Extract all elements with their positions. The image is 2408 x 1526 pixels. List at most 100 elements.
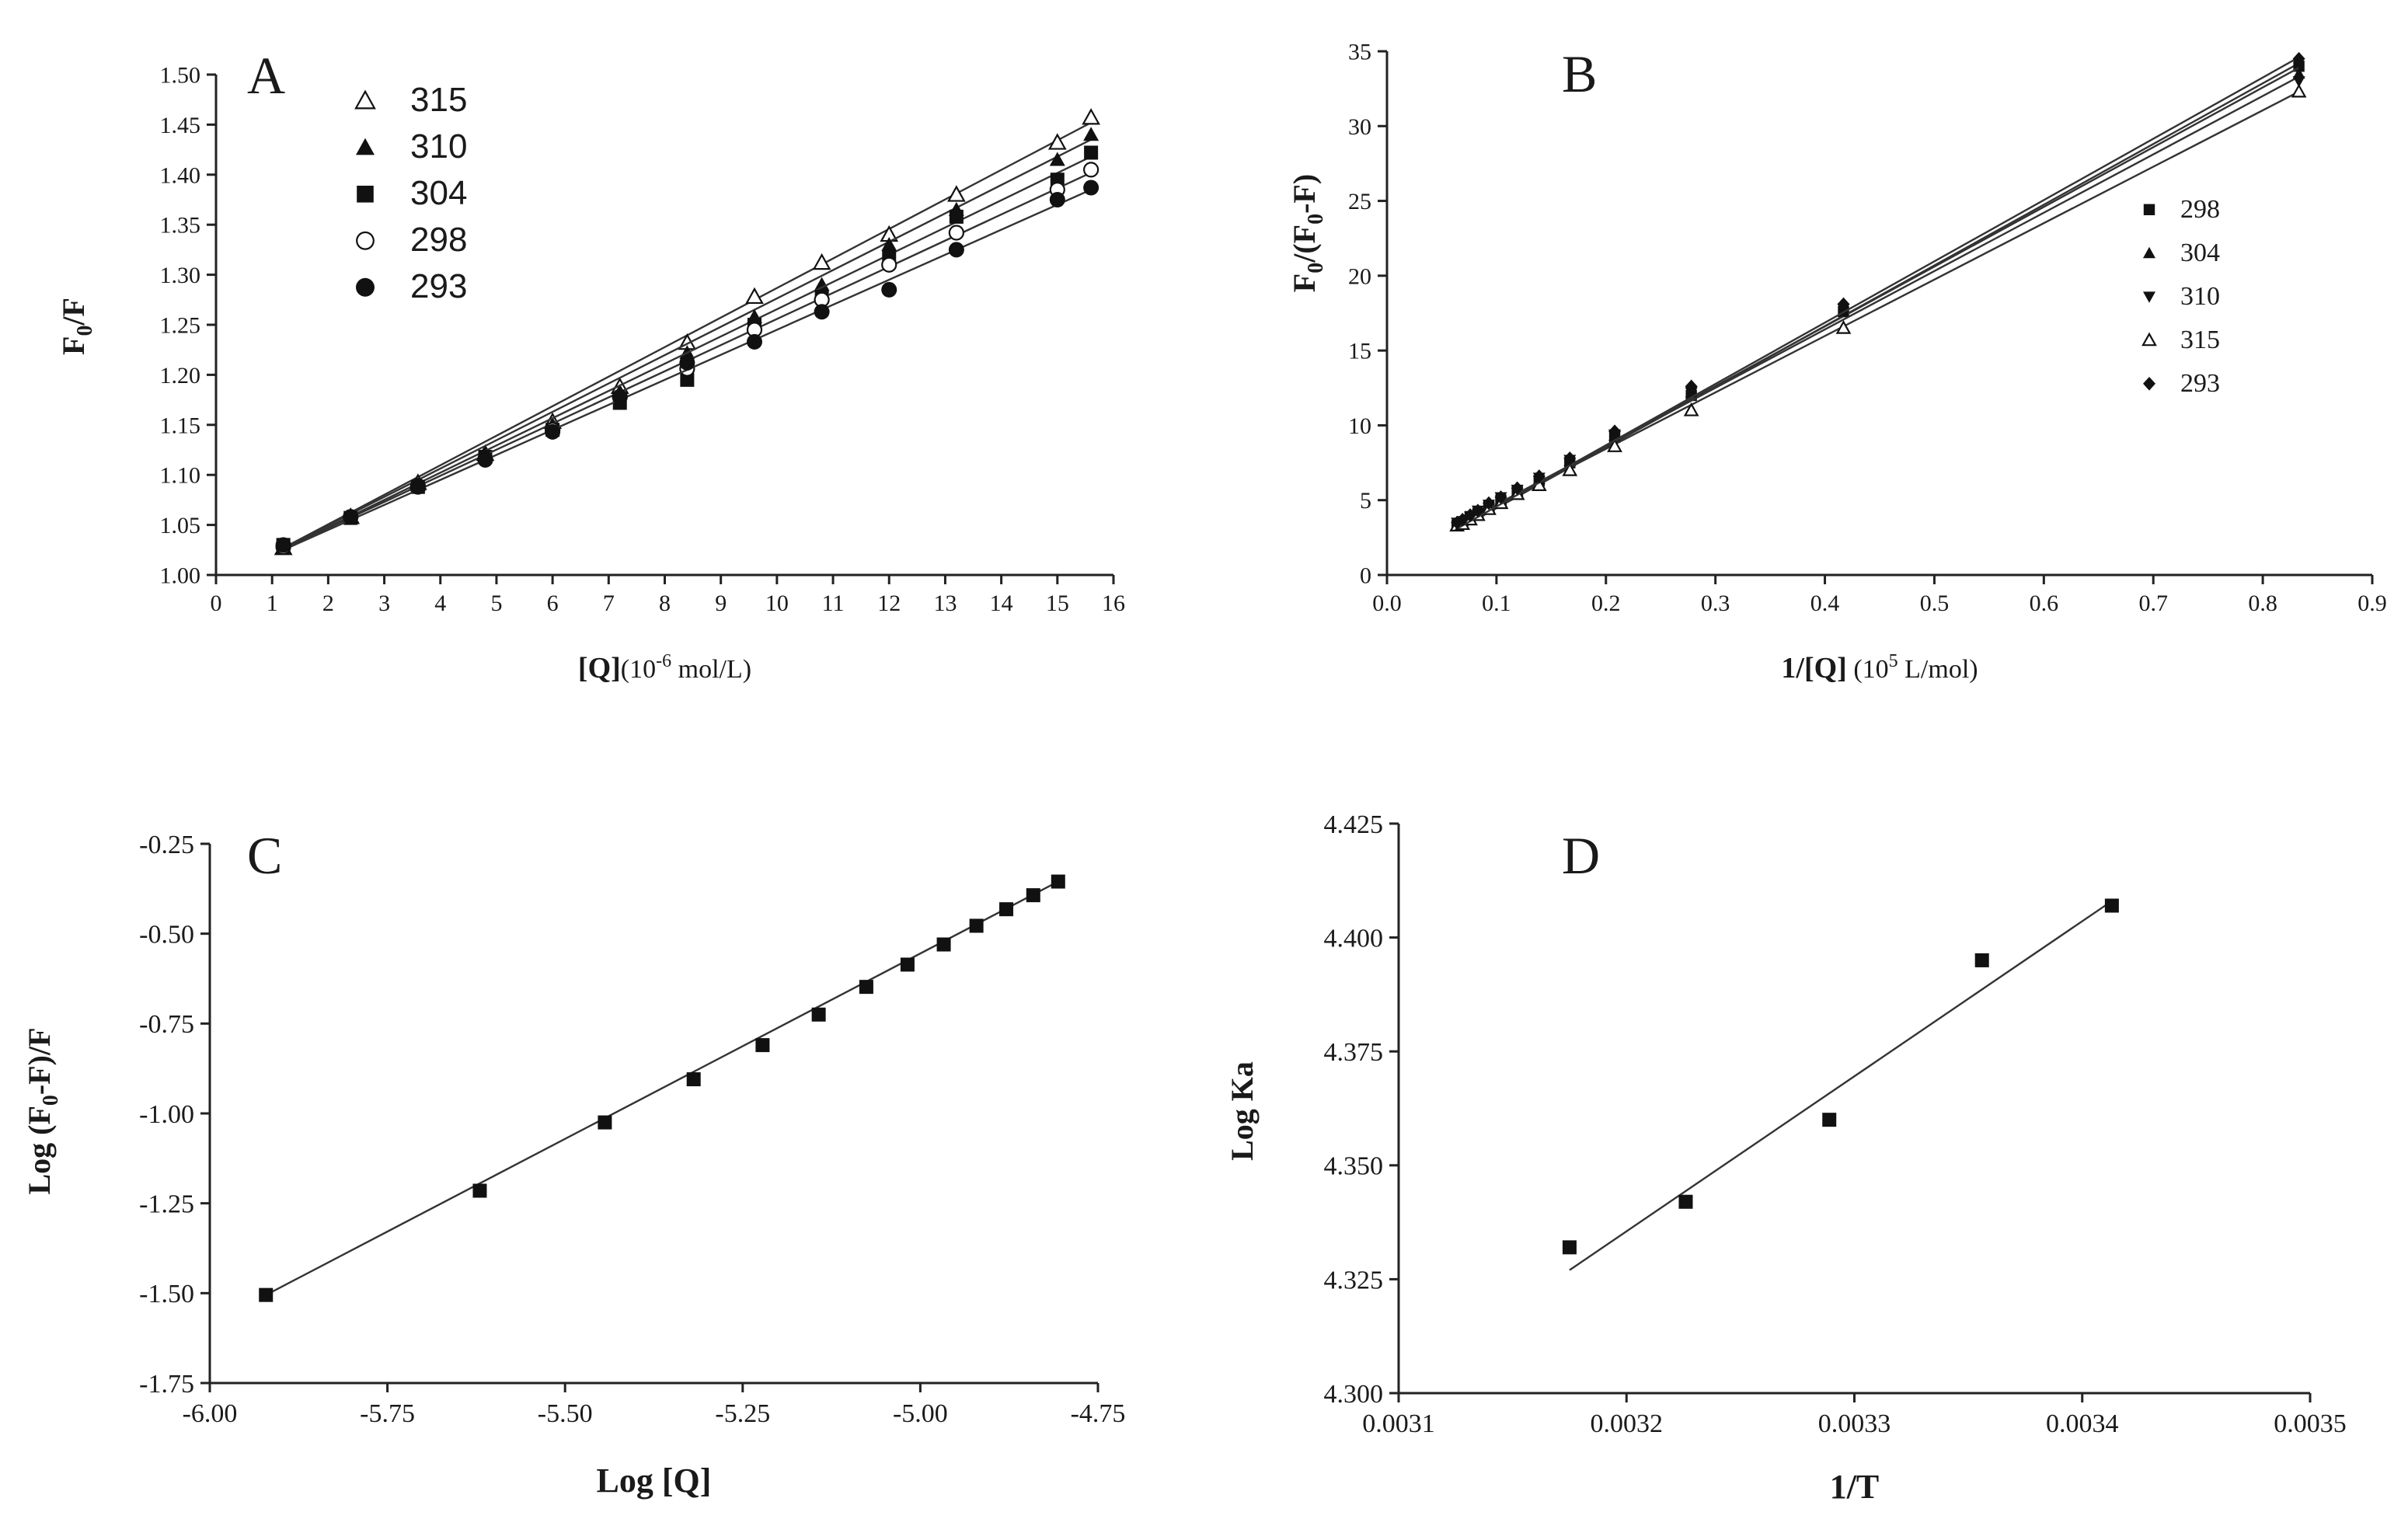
fit-line (283, 138, 1092, 549)
data-point (680, 372, 695, 387)
x-tick-label: -5.75 (360, 1399, 415, 1428)
y-tick-label: -1.75 (139, 1370, 194, 1399)
y-tick-label: 1.40 (160, 162, 201, 188)
y-label-tail: /(F (1287, 225, 1322, 263)
data-point (2104, 898, 2119, 913)
data-point (2291, 83, 2307, 98)
data-point (1471, 503, 1484, 517)
y-label-text: Log Ka (1225, 1061, 1260, 1161)
x-tick-label: 12 (877, 591, 901, 616)
y-tick-label: -0.75 (139, 1010, 194, 1039)
legend-label: 293 (410, 267, 467, 305)
data-point (881, 256, 897, 273)
y-tick-label: 10 (1348, 413, 1371, 439)
data-point (900, 957, 915, 972)
series-293 (1451, 51, 2305, 530)
x-tick-label: -5.50 (538, 1399, 593, 1428)
y-tick-label: 1.15 (160, 413, 201, 438)
data-point (545, 423, 561, 440)
x-tick-label: 0.0033 (1818, 1409, 1891, 1438)
data-point (1049, 192, 1065, 207)
y-tick-label: 1.30 (160, 263, 201, 288)
data-point (598, 1115, 612, 1130)
y-tick-label: 4.350 (1324, 1152, 1384, 1181)
legend: 315 310 304 298 293 (354, 81, 467, 305)
y-tick-label: 25 (1348, 189, 1371, 214)
legend-label: 298 (2180, 195, 2220, 224)
y-tick-label: 1.10 (160, 463, 201, 489)
legend-marker (356, 277, 375, 297)
data-point (1608, 424, 1622, 438)
data-point (1084, 145, 1099, 160)
data-point (1562, 462, 1578, 476)
x-label-sup: 5 (1889, 651, 1898, 671)
x-label-rest: (10 (1847, 655, 1889, 684)
x-axis-label: Log [Q] (597, 1462, 712, 1500)
y-axis-label: Log (F0-F)/F (22, 1027, 63, 1194)
legend-label: 310 (410, 127, 467, 165)
panel-d: 0.0031 0.0032 0.0033 0.0034 0.0035 4.300 4.325… (1225, 810, 2347, 1506)
data-point (343, 509, 359, 525)
data-point (947, 185, 966, 202)
x-tick-label: 13 (933, 591, 957, 616)
data-point (1607, 438, 1622, 452)
data-point (1083, 162, 1099, 178)
data-point (881, 236, 897, 251)
x-tick-label: 16 (1102, 591, 1125, 616)
fit-line (1456, 90, 2300, 527)
data-point (814, 304, 830, 320)
x-tick-label: 11 (822, 591, 845, 616)
data-point (969, 918, 984, 933)
legend-label: 298 (410, 221, 467, 259)
panel-letter: C (247, 826, 282, 885)
legend-marker (2143, 377, 2155, 391)
y-tick-label: 1.20 (160, 363, 201, 388)
legend-label: 315 (2180, 326, 2220, 354)
y-label-main: Log (F (22, 1106, 57, 1194)
x-tick-label: 0.5 (1920, 591, 1950, 616)
y-tick-label: 4.375 (1324, 1038, 1384, 1067)
fit-line (1456, 56, 2300, 530)
y-tick-label: 0 (1360, 563, 1371, 589)
data-point (1051, 874, 1065, 889)
y-label-main: F (1287, 273, 1322, 292)
data-point (747, 333, 762, 350)
y-tick-label: 1.50 (160, 63, 201, 89)
y-tick-label: 1.25 (160, 313, 201, 339)
data-point (259, 1287, 274, 1302)
x-tick-label: 1 (267, 591, 278, 616)
legend-label: 304 (410, 174, 467, 212)
data-point (477, 451, 493, 468)
y-tick-label: 1.45 (160, 113, 201, 138)
legend-label: 310 (2180, 282, 2220, 311)
x-axis-label: 1/T (1830, 1468, 1880, 1506)
y-tick-label: 35 (1348, 40, 1371, 65)
data-point (1822, 1113, 1837, 1127)
data-point (881, 281, 897, 298)
y-axis-label: F0/F (56, 298, 97, 355)
data-point (1026, 888, 1040, 903)
data-point (745, 287, 764, 305)
x-tick-label: 5 (490, 591, 502, 616)
x-tick-label: -5.25 (715, 1399, 770, 1428)
x-label-bold: 1/[Q] (1781, 652, 1846, 685)
data-point (1974, 953, 1989, 967)
x-tick-label: 0.1 (1482, 591, 1511, 616)
y-tick-label: 15 (1348, 339, 1371, 364)
data-point (275, 537, 291, 553)
legend-marker (2143, 246, 2155, 259)
data-point (2292, 67, 2305, 79)
legend-label: 293 (2180, 369, 2220, 398)
series-data (1562, 898, 2119, 1271)
y-label-text: Log (F0-F)/F (22, 1027, 63, 1194)
x-tick-label: 0 (211, 591, 222, 616)
x-tick-label: -6.00 (183, 1399, 238, 1428)
y-tick-label: 4.325 (1324, 1266, 1384, 1294)
y-label-end: -F)/F (22, 1027, 57, 1095)
data-point (948, 242, 964, 258)
data-point (1483, 496, 1496, 510)
y-tick-label: -0.25 (139, 831, 194, 859)
x-tick-label: 0.6 (2030, 591, 2059, 616)
data-point (679, 354, 695, 371)
x-tick-label: 0.0 (1372, 591, 1402, 616)
